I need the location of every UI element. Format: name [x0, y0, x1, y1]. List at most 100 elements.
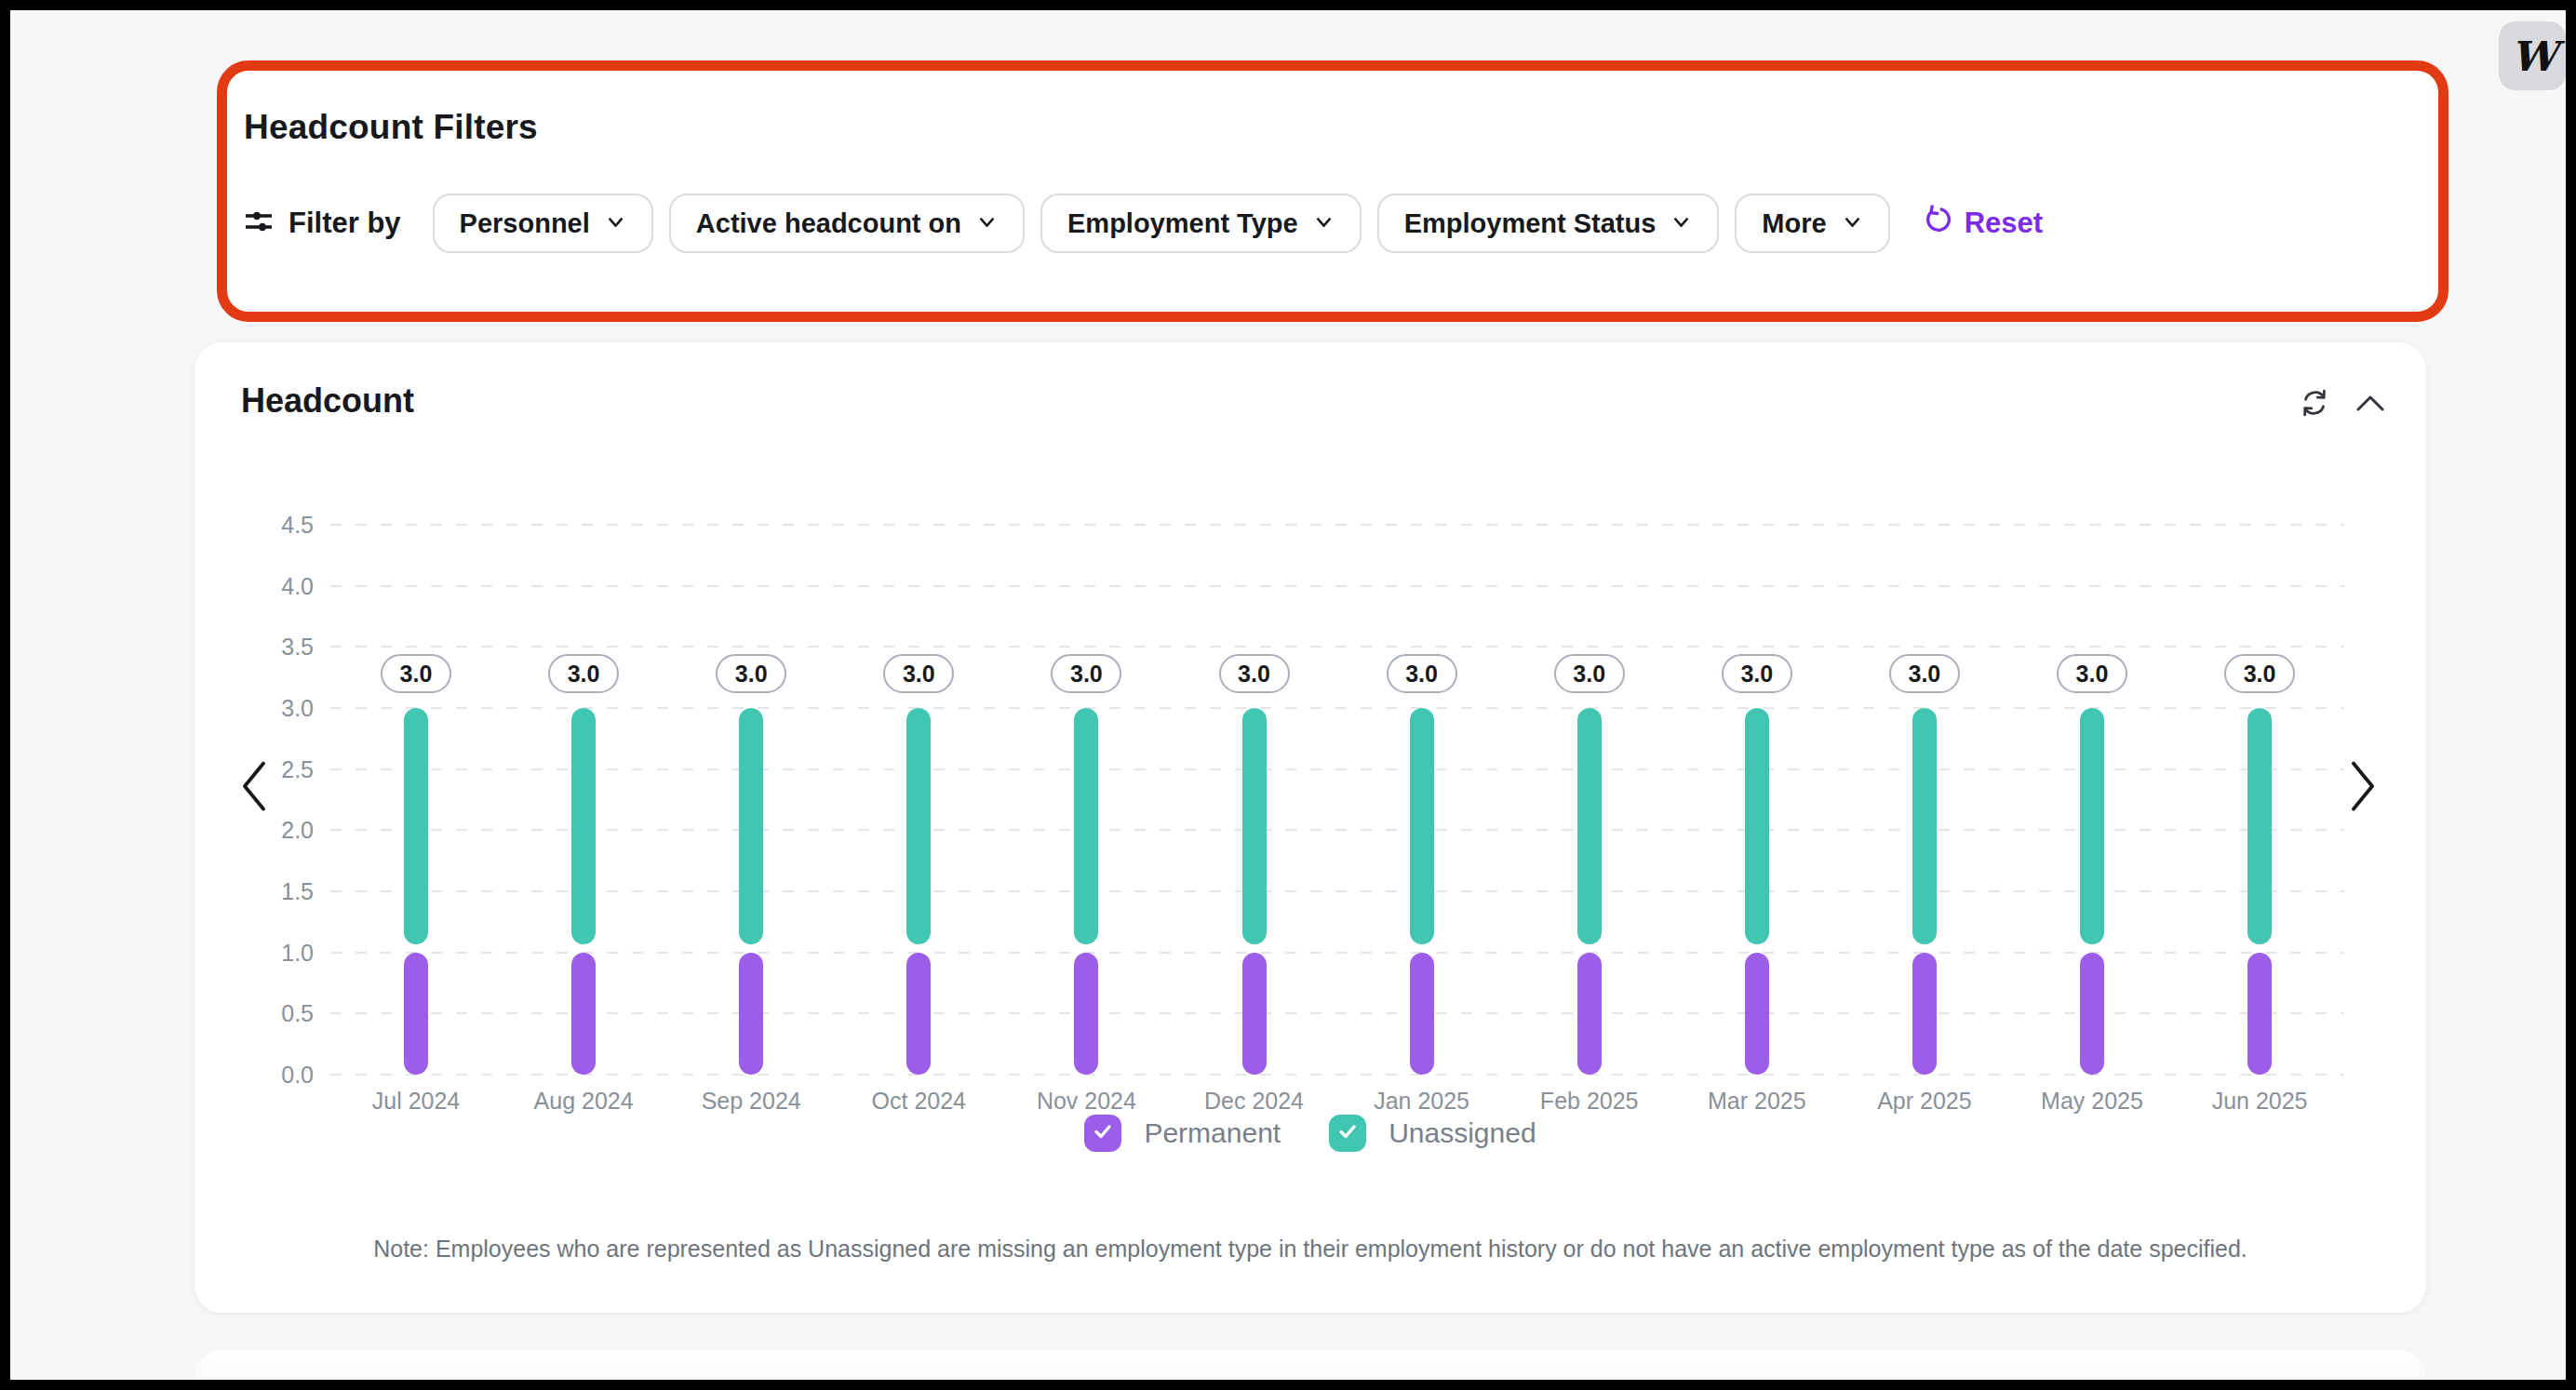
plot-area: 0.00.51.01.52.02.53.03.54.04.53.0Jul 202…	[330, 525, 2344, 1075]
bar-segment-permanent[interactable]	[2247, 953, 2272, 1075]
bar-segment-permanent[interactable]	[1577, 953, 1602, 1075]
gridline	[330, 890, 2344, 892]
bar-segment-permanent[interactable]	[1410, 953, 1434, 1075]
y-axis-tick-label: 2.0	[256, 817, 314, 844]
x-axis-tick-label: Jun 2025	[2176, 1088, 2343, 1115]
x-axis-tick-label: Sep 2024	[667, 1088, 835, 1115]
gridline	[330, 524, 2344, 526]
bar-total-label: 3.0	[1554, 654, 1625, 693]
legend-label: Unassigned	[1389, 1117, 1536, 1149]
legend-label: Permanent	[1144, 1117, 1281, 1149]
filters-card-title: Headcount Filters	[244, 108, 538, 147]
filter-buttons: Personnel Active headcount on Employment T…	[433, 194, 1890, 253]
check-icon	[1336, 1120, 1359, 1146]
filter-button-label: Employment Status	[1404, 208, 1657, 239]
bar-segment-unassigned[interactable]	[739, 708, 763, 944]
bar-total-label: 3.0	[2057, 654, 2127, 693]
bar-segment-unassigned[interactable]	[1577, 708, 1602, 944]
y-axis-tick-label: 1.5	[256, 878, 314, 905]
bar-segment-unassigned[interactable]	[1242, 708, 1267, 944]
refresh-icon	[2299, 387, 2330, 421]
filter-button-personnel[interactable]: Personnel	[433, 194, 653, 253]
filter-button-active-headcount-on[interactable]: Active headcount on	[669, 194, 1025, 253]
bar-segment-permanent[interactable]	[1074, 953, 1098, 1075]
x-axis-tick-label: May 2025	[2008, 1088, 2176, 1115]
chevron-down-icon	[1670, 208, 1692, 239]
bar-segment-permanent[interactable]	[739, 953, 763, 1075]
legend-item-unassigned[interactable]: Unassigned	[1329, 1115, 1536, 1152]
bar-total-label: 3.0	[548, 654, 619, 693]
w-logo-badge[interactable]: W	[2499, 21, 2566, 90]
x-axis-tick-label: Aug 2024	[500, 1088, 667, 1115]
bar-total-label: 3.0	[1889, 654, 1960, 693]
bar-segment-unassigned[interactable]	[906, 708, 931, 944]
bar-segment-unassigned[interactable]	[2080, 708, 2104, 944]
refresh-button[interactable]	[2298, 387, 2331, 421]
y-axis-tick-label: 3.5	[256, 634, 314, 661]
bar-segment-permanent[interactable]	[1912, 953, 1937, 1075]
gridline	[330, 1012, 2344, 1014]
screenshot-frame: Headcount Filters Filter by Personnel Act…	[0, 0, 2576, 1390]
gridline	[330, 707, 2344, 709]
x-axis-tick-label: Dec 2024	[1171, 1088, 1338, 1115]
chart-card-actions	[2298, 387, 2387, 421]
x-axis-tick-label: Nov 2024	[1002, 1088, 1170, 1115]
sliders-icon	[244, 207, 274, 240]
bar-total-label: 3.0	[1722, 654, 1792, 693]
reset-label: Reset	[1965, 207, 2043, 240]
chevron-down-icon	[1313, 208, 1335, 239]
bar-total-label: 3.0	[1051, 654, 1121, 693]
bar-segment-permanent[interactable]	[2080, 953, 2104, 1075]
chart-card-title: Headcount	[241, 381, 414, 421]
collapse-button[interactable]	[2354, 387, 2387, 421]
bar-segment-unassigned[interactable]	[571, 708, 596, 944]
gridline	[330, 769, 2344, 770]
y-axis-tick-label: 2.5	[256, 755, 314, 782]
chart-next-button[interactable]	[2341, 757, 2385, 817]
bar-segment-permanent[interactable]	[1242, 953, 1267, 1075]
bar-total-label: 3.0	[883, 654, 954, 693]
y-axis-tick-label: 4.0	[256, 572, 314, 599]
chevron-down-icon	[1842, 208, 1863, 239]
bar-total-label: 3.0	[1219, 654, 1290, 693]
filter-button-label: Employment Type	[1067, 208, 1298, 239]
gridline	[330, 646, 2344, 648]
bar-segment-permanent[interactable]	[906, 953, 931, 1075]
bar-segment-permanent[interactable]	[1745, 953, 1769, 1075]
filter-button-employment-status[interactable]: Employment Status	[1377, 194, 1720, 253]
bar-segment-unassigned[interactable]	[1745, 708, 1769, 944]
bar-segment-unassigned[interactable]	[404, 708, 428, 944]
gridline	[330, 829, 2344, 831]
bar-total-label: 3.0	[1387, 654, 1457, 693]
bar-segment-unassigned[interactable]	[1912, 708, 1937, 944]
w-logo-letter: W	[2511, 33, 2553, 80]
chevron-down-icon	[976, 208, 998, 239]
legend-checkbox-unassigned[interactable]	[1329, 1115, 1366, 1152]
bar-segment-permanent[interactable]	[404, 953, 428, 1075]
headcount-filters-card: Headcount Filters Filter by Personnel Act…	[217, 60, 2449, 322]
bar-segment-permanent[interactable]	[571, 953, 596, 1075]
filter-button-employment-type[interactable]: Employment Type	[1040, 194, 1362, 253]
legend-checkbox-permanent[interactable]	[1084, 1115, 1121, 1152]
reset-rotate-icon	[1922, 205, 1952, 243]
bar-total-label: 3.0	[2224, 654, 2295, 693]
bar-total-label: 3.0	[716, 654, 786, 693]
x-axis-tick-label: Jan 2025	[1338, 1088, 1506, 1115]
gridline	[330, 952, 2344, 954]
bar-segment-unassigned[interactable]	[2247, 708, 2272, 944]
filter-by-label: Filter by	[288, 207, 401, 240]
chevron-right-icon	[2346, 759, 2380, 816]
chart-legend: Permanent Unassigned	[195, 1115, 2426, 1152]
legend-item-permanent[interactable]: Permanent	[1084, 1115, 1281, 1152]
x-axis-tick-label: Apr 2025	[1841, 1088, 2008, 1115]
reset-button[interactable]: Reset	[1922, 205, 2043, 243]
chart-note: Note: Employees who are represented as U…	[195, 1236, 2426, 1263]
y-axis-tick-label: 0.5	[256, 1000, 314, 1027]
filter-by: Filter by	[244, 207, 401, 240]
x-axis-tick-label: Feb 2025	[1506, 1088, 1673, 1115]
x-axis-tick-label: Mar 2025	[1673, 1088, 1841, 1115]
bar-segment-unassigned[interactable]	[1074, 708, 1098, 944]
filter-button-more[interactable]: More	[1735, 194, 1889, 253]
bar-segment-unassigned[interactable]	[1410, 708, 1434, 944]
chevron-up-icon	[2355, 392, 2386, 417]
